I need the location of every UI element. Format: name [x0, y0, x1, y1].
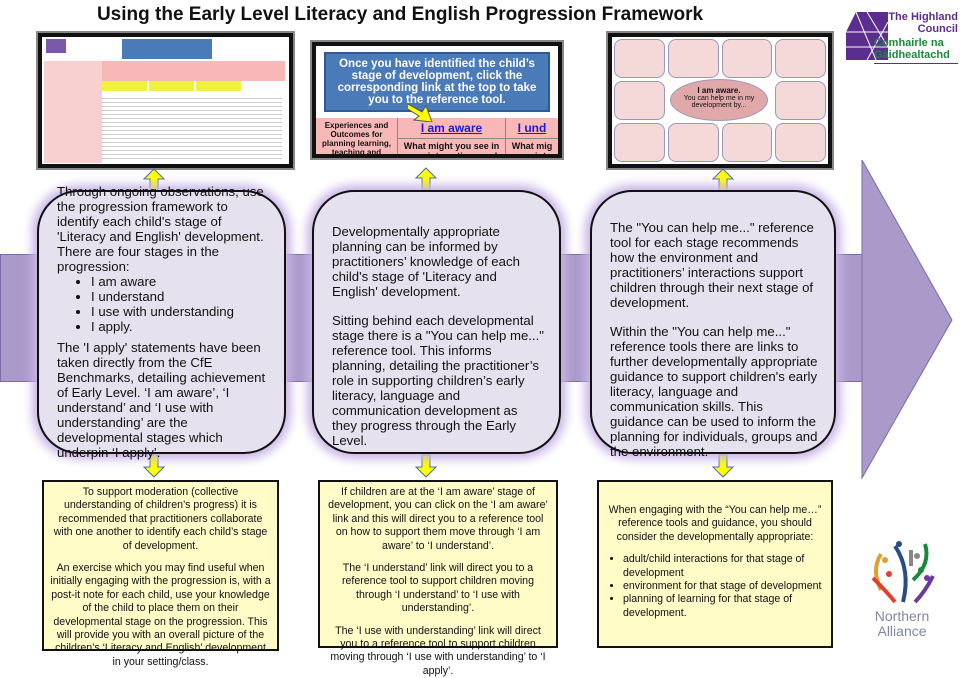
- thumb-center-text: You can help me in my development by...: [683, 95, 755, 109]
- northern-alliance-logo: Northern Alliance: [862, 540, 942, 645]
- stage-item: I apply.: [91, 319, 270, 334]
- reference-tool-box: The "You can help me..." reference tool …: [590, 190, 836, 459]
- identify-stage-box: Through ongoing observations, use the pr…: [37, 184, 286, 460]
- down-arrow-icon: [712, 454, 734, 478]
- stage-item: I am aware: [91, 274, 270, 289]
- up-arrow-icon: [712, 168, 734, 192]
- you-can-help-me-thumbnail[interactable]: I am aware. You can help me in my develo…: [608, 33, 832, 168]
- framework-zoomed-thumbnail[interactable]: Once you have identified the child’s sta…: [312, 42, 562, 158]
- i-understand-link[interactable]: I und: [506, 118, 558, 139]
- thumb-center-title: I am aware.: [697, 86, 741, 95]
- note-text: An exercise which you may find useful wh…: [50, 562, 271, 668]
- pointer-arrow-icon: [408, 103, 433, 122]
- logo-text: Northern: [874, 608, 930, 624]
- stage-item: I understand: [91, 289, 270, 304]
- big-arrow-head-icon: [861, 160, 953, 480]
- note-text: If children are at the ‘I am aware’ stag…: [328, 486, 548, 552]
- box-text: Developmentally appropriate planning can…: [332, 224, 520, 299]
- consideration-item: environment for that stage of developmen…: [623, 580, 825, 593]
- question: What might you see in your interactions …: [403, 141, 500, 158]
- box-text: Sitting behind each developmental stage …: [332, 313, 544, 448]
- logo-text: Alliance: [877, 623, 927, 639]
- down-arrow-icon: [415, 454, 437, 478]
- note-text: The ‘I understand’ link will direct you …: [342, 562, 534, 615]
- logo-text: Council: [917, 23, 958, 35]
- note-text: To support moderation (collective unders…: [53, 486, 268, 552]
- highland-council-logo: The Highland Council Comhairle na Gàidhe…: [846, 10, 960, 66]
- links-note: If children are at the ‘I am aware’ stag…: [318, 480, 558, 677]
- note-text: The ‘I use with understanding’ link will…: [330, 624, 546, 677]
- stage-item: I use with understanding: [91, 304, 270, 319]
- question: What mig your inte obser: [511, 141, 553, 158]
- up-arrow-icon: [415, 167, 437, 191]
- consideration-item: planning of learning for that stage of d…: [623, 593, 825, 620]
- note-text: When engaging with the “You can help me……: [608, 504, 822, 543]
- i-am-aware-link[interactable]: I am aware: [398, 118, 505, 139]
- box-text: Through ongoing observations, use the pr…: [57, 184, 264, 274]
- down-arrow-icon: [143, 454, 165, 478]
- triangle-logo-icon: [846, 12, 888, 60]
- box-text: The "You can help me..." reference tool …: [610, 220, 814, 310]
- logo-text: The Highland: [888, 11, 958, 23]
- considerations-note: When engaging with the “You can help me……: [597, 480, 833, 648]
- logo-text: Gàidhealtachd: [874, 49, 950, 61]
- box-text: Within the "You can help me..." referenc…: [610, 324, 818, 459]
- box-text: The 'I apply' statements have been taken…: [57, 340, 266, 460]
- moderation-note: To support moderation (collective unders…: [42, 480, 279, 668]
- consideration-item: adult/child interactions for that stage …: [623, 553, 825, 580]
- logo-text: Comhairle na: [874, 37, 944, 49]
- page-title: Using the Early Level Literacy and Engli…: [96, 4, 704, 25]
- framework-thumbnail[interactable]: [38, 33, 293, 168]
- figures-logo-icon: [871, 541, 935, 604]
- instruction-banner: Once you have identified the child’s sta…: [324, 52, 550, 112]
- planning-box: Developmentally appropriate planning can…: [312, 190, 561, 454]
- col-header: Experiences and Outcomes for planning le…: [316, 118, 398, 154]
